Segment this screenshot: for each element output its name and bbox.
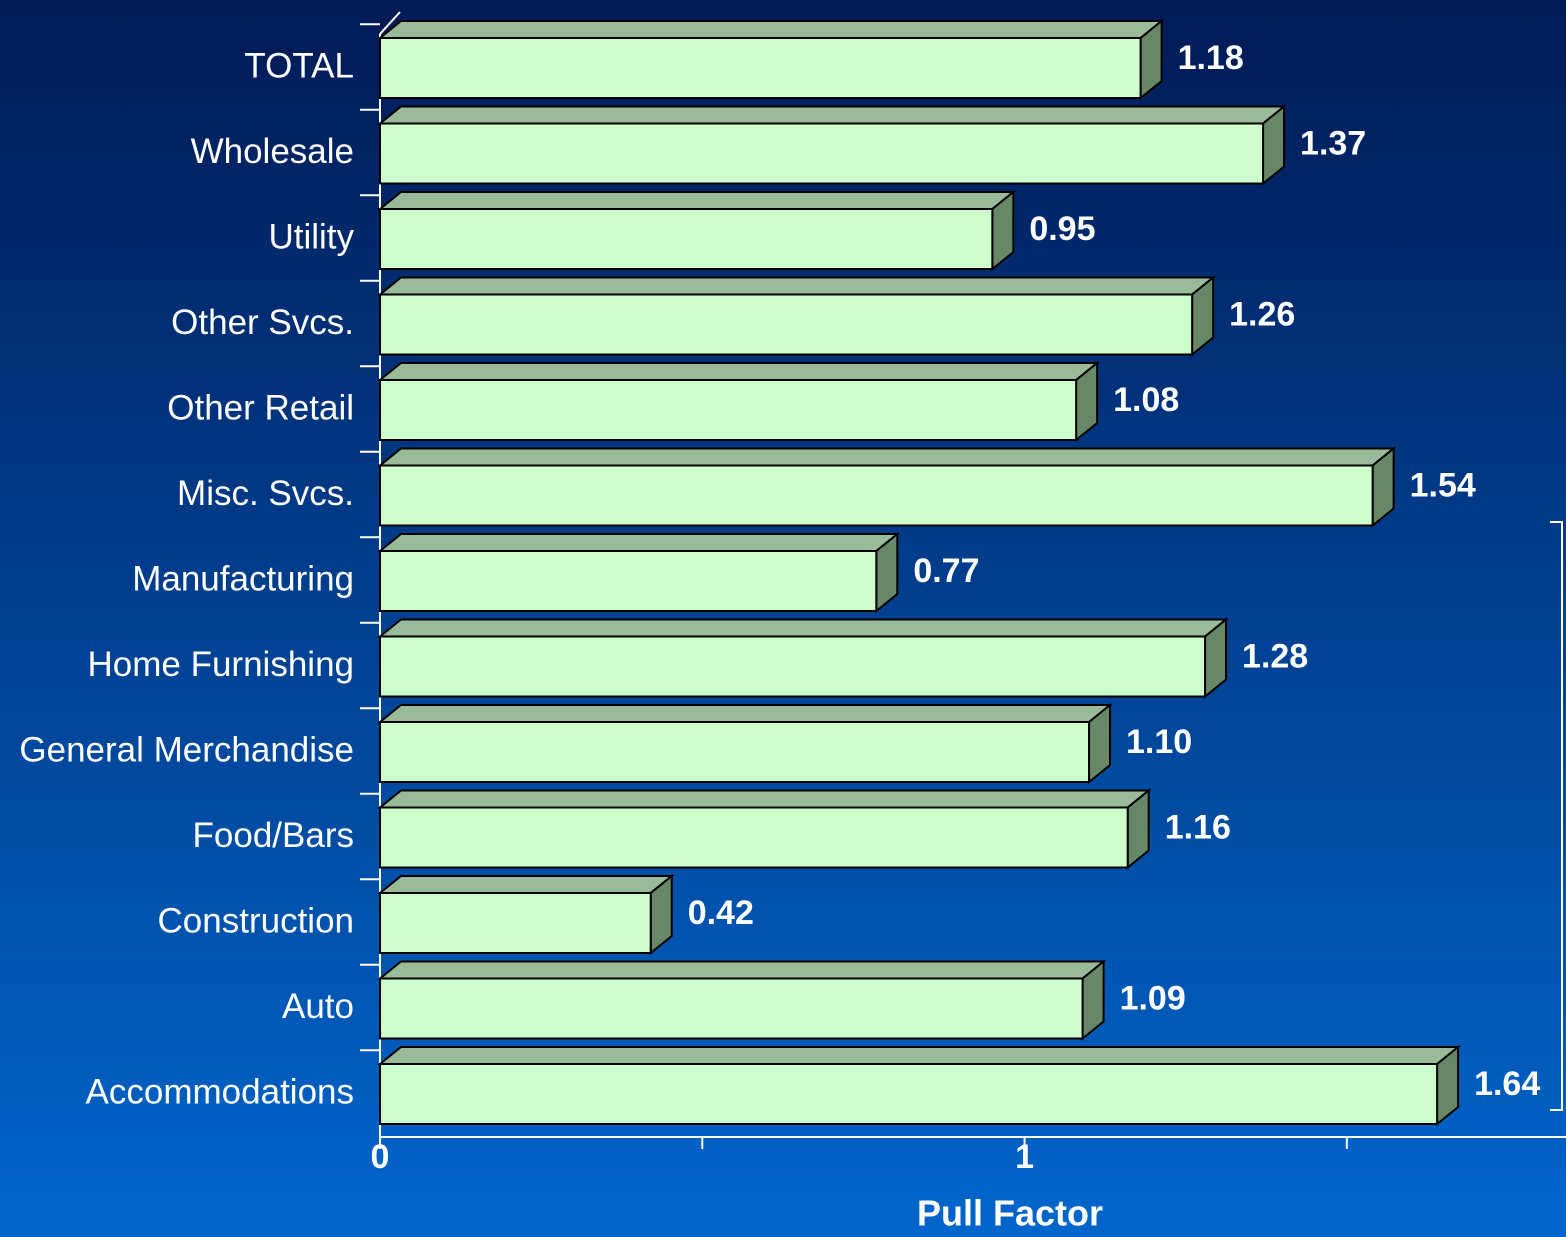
bar-top [377,618,1229,638]
y-tick-label: Manufacturing [132,559,354,598]
y-tick-label: Utility [268,217,354,256]
bar [379,806,1129,869]
bar-top [377,191,1017,210]
value-label: 1.18 [1178,39,1244,77]
value-label: 1.09 [1120,979,1186,1017]
bar-top [377,533,901,552]
value-label: 0.77 [913,552,979,590]
value-label: 1.54 [1410,466,1476,504]
bar [379,1063,1439,1125]
bar [379,977,1084,1040]
bar [379,635,1207,698]
bracket [1550,521,1563,1111]
bar [379,892,652,954]
y-tick-label: Accommodations [86,1072,354,1111]
bar-top [377,447,1397,467]
bar-top [377,105,1287,125]
x-tick-label: 1 [1015,1138,1034,1176]
y-tick-label: Construction [158,901,354,940]
y-tick-label: Other Retail [167,388,354,427]
bar-top [377,1046,1461,1065]
bar [379,550,878,612]
value-label: 1.26 [1229,295,1295,333]
y-tick-label: General Merchandise [19,730,354,769]
bar-top [377,960,1107,980]
y-tick-label: Other Svcs. [171,303,354,342]
value-label: 1.37 [1300,124,1366,162]
y-tick-label: Misc. Svcs. [177,474,354,513]
value-label: 1.64 [1474,1065,1540,1103]
x-tick-label: 0 [371,1138,390,1176]
bar [379,293,1194,356]
value-label: 1.08 [1113,381,1179,419]
bar-top [377,789,1152,809]
y-tick-label: Home Furnishing [88,645,355,684]
value-label: 1.16 [1165,808,1231,846]
bar [379,122,1265,185]
bar-top [377,276,1216,296]
bar-top [377,20,1165,39]
value-label: 0.95 [1029,210,1095,248]
y-tick-label: Auto [282,987,354,1026]
value-label: 0.42 [688,894,754,932]
bar-top [377,875,675,894]
axis-depth [379,11,401,35]
bar [379,208,994,270]
value-label: 1.10 [1126,723,1192,761]
bar [379,464,1374,527]
value-label: 1.28 [1242,637,1308,675]
bar [379,721,1091,783]
y-tick-label: Food/Bars [193,816,354,855]
y-tick-label: TOTAL [244,46,354,85]
bar [379,379,1078,441]
bar [379,37,1142,99]
y-tick-label: Wholesale [191,132,354,171]
bar-top [377,362,1100,381]
x-axis-title: Pull Factor [917,1193,1103,1234]
bar-top [377,704,1113,723]
